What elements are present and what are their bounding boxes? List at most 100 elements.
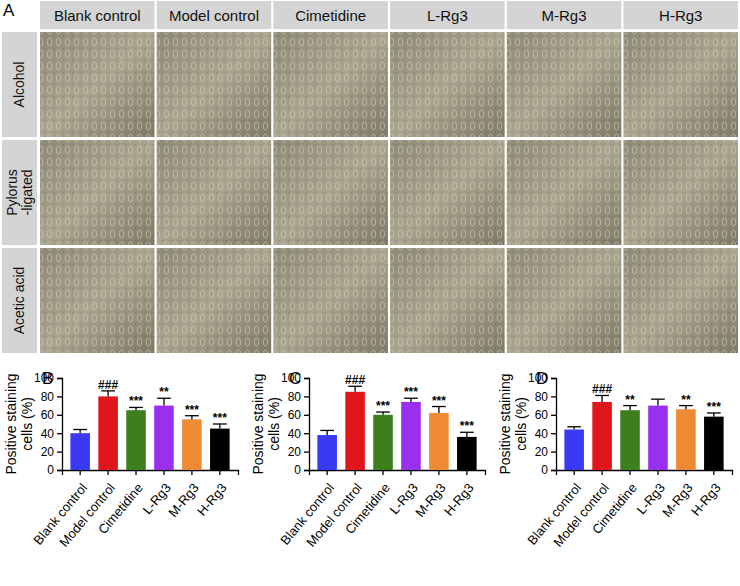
x-tick-mark: [191, 470, 192, 475]
x-tick: M-Rg3: [659, 470, 696, 520]
column-header-box: [273, 1, 388, 29]
y-tick: 80: [535, 390, 556, 404]
x-tick-mark: [163, 470, 164, 475]
y-tick-label: 20: [535, 445, 549, 459]
row-header: Acetic acid: [11, 267, 27, 335]
x-tick-mark: [466, 470, 467, 475]
bar: [457, 437, 477, 470]
x-tick-label: H-Rg3: [688, 480, 724, 518]
y-axis-title: cells (%): [266, 397, 282, 451]
x-tick-mark: [601, 470, 602, 475]
row-header-box: [2, 140, 37, 245]
micrograph-texture: [507, 248, 622, 353]
y-tick-mark: [551, 433, 556, 434]
row-header: Alcohol: [11, 62, 27, 108]
panel-label: A: [3, 1, 15, 20]
panel-label: D: [536, 369, 548, 388]
column-header: L-Rg3: [427, 7, 468, 24]
x-axis: Blank controlModel controlCimetidineL-Rg…: [524, 470, 732, 550]
micrograph-texture: [624, 248, 739, 353]
column-header-box: [624, 1, 739, 29]
significance-mark: ###: [345, 373, 365, 387]
x-tick-mark: [80, 470, 81, 475]
bar: [676, 409, 696, 470]
error-bar: [320, 430, 334, 435]
row-header-box: [2, 32, 37, 137]
y-axis-line: [57, 379, 63, 471]
x-tick: Cimetidine: [589, 470, 640, 537]
error-bar-cap: [651, 399, 665, 400]
error-bar-stem: [657, 399, 658, 405]
y-tick: 60: [41, 408, 62, 422]
y-tick: 40: [535, 427, 556, 441]
x-tick: H-Rg3: [441, 470, 477, 519]
micrograph: [273, 32, 388, 137]
y-tick-mark: [304, 378, 309, 379]
y-axis-line: [551, 379, 557, 471]
y-axis-title: Positive staining: [250, 373, 266, 474]
significance-mark: ***: [129, 394, 143, 408]
micrograph: [507, 140, 622, 245]
column-header: Cimetidine: [295, 7, 366, 24]
x-axis-line: [310, 471, 486, 476]
error-bar-cap: [73, 429, 87, 430]
panel-label: B: [42, 369, 53, 388]
y-axis-line: [304, 379, 310, 471]
error-bar-stem: [327, 430, 328, 435]
y-tick: 20: [41, 445, 62, 459]
y-tick-label: 20: [41, 445, 55, 459]
error-bar-cap: [320, 430, 334, 431]
x-tick-label: M-Rg3: [659, 480, 696, 520]
x-axis-line: [557, 471, 733, 476]
panel-a: ABlank controlModel controlCimetidineL-R…: [2, 1, 738, 353]
x-axis-line: [63, 471, 239, 476]
micrograph: [157, 248, 272, 353]
bar: [564, 430, 584, 470]
x-tick-mark: [219, 470, 220, 475]
y-tick-label: 0: [47, 463, 54, 477]
y-axis-title: Positive staining: [497, 373, 513, 474]
y-tick: 0: [47, 463, 62, 477]
micrograph-texture: [390, 140, 505, 245]
significance-mark: ###: [98, 378, 118, 392]
x-tick-mark: [713, 470, 714, 475]
x-tick: H-Rg3: [688, 470, 724, 519]
micrograph-texture: [624, 140, 739, 245]
significance-mark: **: [681, 393, 691, 407]
bar: [182, 419, 202, 470]
x-tick: Cimetidine: [342, 470, 393, 537]
micrograph-texture: [157, 32, 272, 137]
plot-area: [70, 391, 229, 470]
bar: [317, 435, 337, 470]
significance-mark: ***: [376, 399, 390, 413]
y-tick-mark: [551, 415, 556, 416]
bar: [704, 417, 724, 470]
bar: [70, 433, 90, 470]
micrograph-texture: [40, 248, 155, 353]
bar: [154, 406, 174, 470]
significance-mark: ###: [592, 382, 612, 396]
y-tick-mark: [304, 470, 309, 471]
x-tick: M-Rg3: [412, 470, 449, 520]
y-tick: 80: [288, 390, 309, 404]
y-tick-label: 60: [535, 408, 549, 422]
micrograph-texture: [157, 140, 272, 245]
x-tick: M-Rg3: [165, 470, 202, 520]
micrograph-texture: [390, 248, 505, 353]
micrograph: [390, 140, 505, 245]
bar: [429, 413, 449, 470]
significance-mark: ***: [185, 403, 199, 417]
error-bar-cap: [567, 426, 581, 427]
micrograph: [40, 248, 155, 353]
significance-mark: **: [625, 393, 635, 407]
row-header: -ligated: [19, 170, 35, 216]
bar: [373, 415, 393, 470]
x-tick-label: H-Rg3: [194, 480, 230, 518]
y-tick-label: 60: [288, 408, 302, 422]
x-tick-mark: [382, 470, 383, 475]
y-tick-label: 60: [41, 408, 55, 422]
y-tick: 20: [288, 445, 309, 459]
y-tick-mark: [57, 451, 62, 452]
y-tick: 60: [535, 408, 556, 422]
x-tick-mark: [629, 470, 630, 475]
